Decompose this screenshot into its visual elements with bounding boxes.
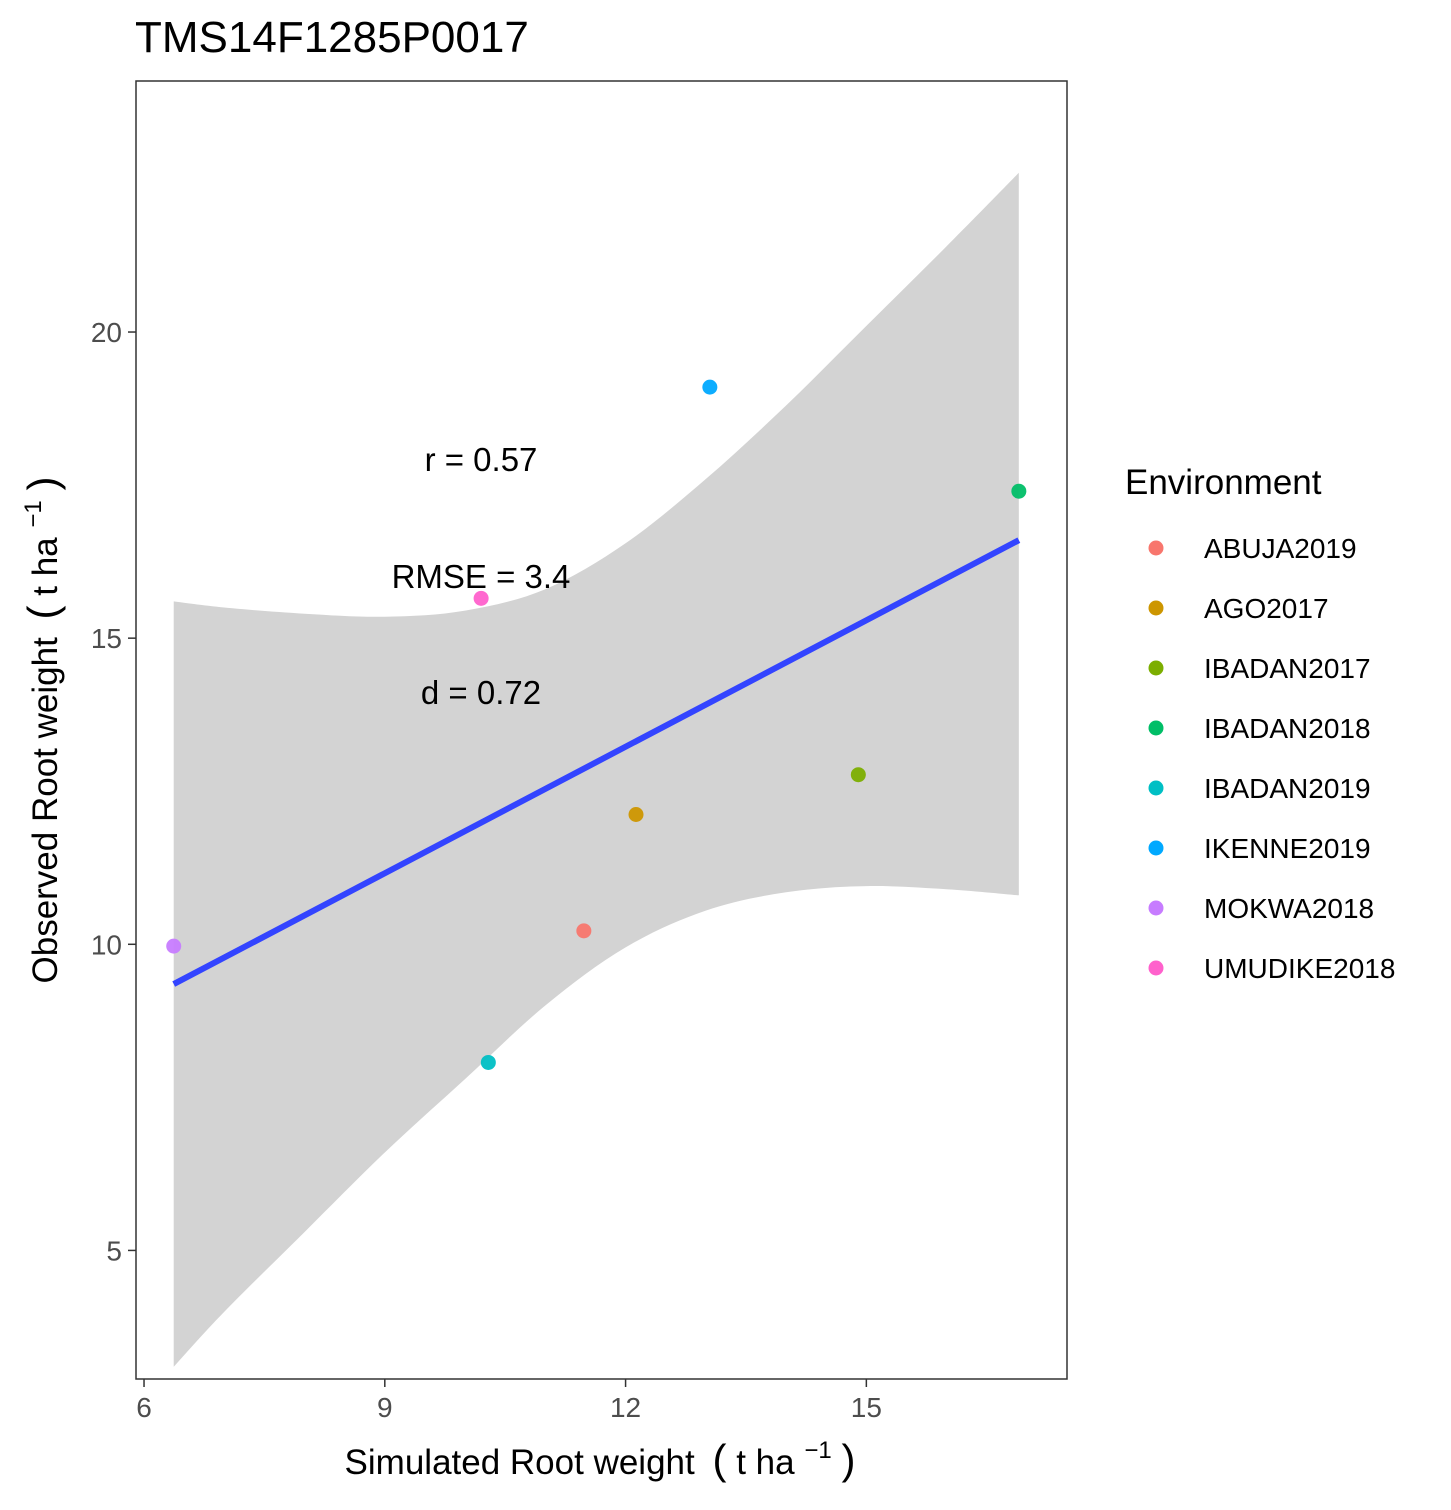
fit-line-layer: [172, 537, 1021, 987]
annotation-rmse: RMSE = 3.4: [392, 558, 571, 595]
x-axis-title-close: ): [841, 1436, 855, 1483]
x-axis-ticks: 6 9 12 15: [136, 1379, 882, 1423]
legend-key-ikenne2019: [1148, 840, 1164, 856]
plot-panel-border: [135, 80, 1068, 1380]
y-axis-title-open: (: [19, 605, 66, 619]
confidence-band: [173, 172, 1019, 1367]
legend-label-ibadan2017: IBADAN2017: [1204, 653, 1371, 684]
legend-label-mokwa2018: MOKWA2018: [1204, 893, 1374, 924]
x-axis-title-open: (: [712, 1436, 726, 1483]
y-tick-label: 20: [91, 317, 122, 348]
legend-key-mokwa2018: [1148, 900, 1164, 916]
annotation-r: r = 0.57: [425, 441, 538, 478]
x-tick-label: 15: [851, 1392, 882, 1423]
data-point-mokwa2018: [166, 938, 182, 954]
annotation-layer: r = 0.57 RMSE = 3.4 d = 0.72: [392, 441, 571, 711]
y-axis-title-main: Observed Root weight: [26, 637, 65, 984]
x-axis-title-sup: −1: [804, 1437, 831, 1464]
legend-title: Environment: [1125, 463, 1322, 502]
legend-label-ibadan2019: IBADAN2019: [1204, 773, 1371, 804]
y-axis-title-unit: t ha: [26, 537, 65, 596]
data-point-ibadan2017: [850, 767, 866, 783]
legend-key-ibadan2017: [1148, 660, 1164, 676]
legend-label-umudike2018: UMUDIKE2018: [1204, 953, 1395, 984]
y-tick-label: 5: [106, 1235, 122, 1266]
fit-line: [172, 537, 1021, 987]
data-point-ibadan2019: [480, 1054, 496, 1070]
legend-label-abuja2019: ABUJA2019: [1204, 533, 1357, 564]
confidence-band-layer: [173, 172, 1019, 1367]
y-axis-title: Observed Root weight ( t ha −1 ): [10, 477, 66, 984]
point-layer: [166, 379, 1027, 1070]
legend-items: ABUJA2019 AGO2017 IBADAN2017 IBADAN2018 IBAD…: [1148, 533, 1395, 984]
legend-key-umudike2018: [1148, 960, 1164, 976]
y-axis-title-close: ): [19, 477, 66, 491]
legend-key-ibadan2018: [1148, 720, 1164, 736]
legend-label-ibadan2018: IBADAN2018: [1204, 713, 1371, 744]
y-axis-title-sup: −1: [20, 500, 47, 527]
data-point-ibadan2018: [1011, 483, 1027, 499]
data-point-ago2017: [628, 806, 644, 822]
data-point-abuja2019: [576, 923, 592, 939]
legend-label-ikenne2019: IKENNE2019: [1204, 833, 1371, 864]
y-tick-label: 15: [91, 623, 122, 654]
chart-title: TMS14F1285P0017: [135, 13, 529, 62]
x-axis-title: Simulated Root weight ( t ha −1 ): [345, 1427, 856, 1483]
data-point-umudike2018: [473, 590, 489, 606]
y-tick-label: 10: [91, 929, 122, 960]
x-axis-title-unit: t ha: [736, 1443, 795, 1482]
data-point-ikenne2019: [702, 379, 718, 395]
legend-key-abuja2019: [1148, 540, 1164, 556]
legend-key-ibadan2019: [1148, 780, 1164, 796]
x-tick-label: 12: [610, 1392, 641, 1423]
legend-key-ago2017: [1148, 600, 1164, 616]
x-tick-label: 9: [377, 1392, 393, 1423]
y-axis-ticks: 5 10 15 20: [91, 317, 136, 1266]
legend: Environment ABUJA2019 AGO2017 IBADAN2017 IB…: [1125, 463, 1395, 984]
legend-label-ago2017: AGO2017: [1204, 593, 1329, 624]
x-axis-title-main: Simulated Root weight: [345, 1443, 695, 1482]
annotation-d: d = 0.72: [421, 674, 541, 711]
x-tick-label: 6: [136, 1392, 152, 1423]
